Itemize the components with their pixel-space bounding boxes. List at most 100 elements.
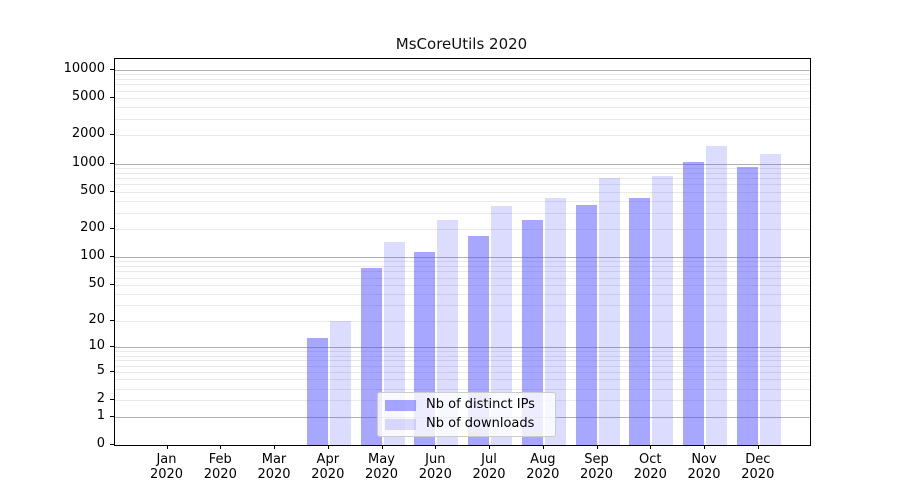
x-tick-mark [650, 445, 652, 449]
minor-gridline [115, 360, 810, 362]
legend-item-distinct-ips: Nb of distinct IPs [385, 397, 548, 413]
y-tick-mark [110, 162, 114, 164]
minor-gridline [115, 261, 810, 263]
major-gridline [115, 347, 810, 349]
y-tick-label: 100 [80, 248, 105, 263]
minor-gridline [115, 191, 810, 193]
x-tick-label-jun: Jun 2020 [418, 452, 452, 482]
x-tick-label-sep: Sep 2020 [579, 452, 614, 482]
minor-gridline [115, 379, 810, 381]
bar-downloads-apr [329, 321, 351, 445]
bar-ips-sep [575, 205, 597, 445]
bar-ips-aug [521, 219, 543, 445]
y-tick-mark [110, 320, 114, 321]
bar-downloads-jun [437, 219, 459, 445]
x-tick-label-nov: Nov 2020 [687, 452, 721, 482]
y-tick-label: 2000 [71, 126, 105, 142]
x-tick-label-dec: Dec 2020 [741, 452, 775, 482]
minor-gridline [115, 284, 810, 286]
y-tick-label: 10000 [63, 60, 105, 76]
x-tick-label-mar: Mar 2020 [257, 452, 291, 482]
y-tick-mark [110, 399, 114, 401]
x-tick-mark [704, 445, 705, 449]
x-tick-mark [757, 445, 759, 449]
x-tick-label-oct: Oct 2020 [633, 452, 667, 482]
minor-gridline [115, 98, 810, 99]
minor-gridline [115, 118, 810, 120]
minor-gridline [115, 184, 810, 186]
minor-gridline [115, 84, 810, 86]
bar-ips-dec [736, 167, 758, 445]
y-tick-mark [110, 97, 114, 98]
y-tick-label: 1 [96, 407, 105, 423]
x-tick-mark [542, 445, 544, 449]
bar-downloads-aug [544, 198, 566, 445]
minor-gridline [115, 351, 810, 353]
minor-gridline [115, 167, 810, 169]
y-tick-mark [110, 371, 114, 372]
x-tick-label-aug: Aug 2020 [526, 452, 560, 482]
minor-gridline [115, 365, 810, 367]
y-tick-label: 20 [88, 312, 105, 327]
y-tick-label: 2 [96, 391, 105, 407]
y-tick-mark [110, 444, 114, 445]
legend-swatch-downloads [385, 418, 416, 430]
minor-gridline [115, 107, 810, 109]
x-tick-label-jan: Jan 2020 [149, 452, 184, 482]
bar-downloads-oct [652, 175, 674, 445]
minor-gridline [115, 321, 810, 322]
y-tick-mark [110, 346, 114, 348]
minor-gridline [115, 90, 810, 92]
x-tick-label-feb: Feb 2020 [203, 452, 237, 482]
y-tick-label: 10 [88, 338, 105, 354]
bar-ips-may [360, 268, 382, 445]
x-tick-mark [220, 445, 222, 449]
bar-ips-apr [306, 337, 328, 445]
minor-gridline [115, 229, 810, 230]
y-tick-label: 500 [80, 182, 105, 198]
minor-gridline [115, 266, 810, 267]
minor-gridline [115, 372, 810, 373]
y-tick-mark [110, 134, 114, 136]
x-tick-mark [327, 445, 329, 449]
minor-gridline [115, 388, 810, 390]
x-tick-mark [435, 445, 437, 449]
major-gridline [115, 69, 810, 71]
minor-gridline [115, 135, 810, 137]
y-tick-label: 0 [96, 436, 105, 451]
x-tick-mark [381, 445, 383, 449]
bar-downloads-nov [706, 145, 727, 445]
x-tick-mark [596, 445, 598, 449]
y-tick-label: 200 [80, 220, 105, 235]
y-tick-label: 5 [96, 363, 105, 378]
minor-gridline [115, 200, 810, 202]
x-tick-label-may: May 2020 [364, 452, 399, 482]
minor-gridline [115, 355, 810, 357]
major-gridline [115, 257, 810, 258]
y-tick-label: 5000 [71, 89, 105, 104]
minor-gridline [115, 212, 810, 214]
minor-gridline [115, 277, 810, 279]
y-tick-mark [110, 190, 114, 192]
x-tick-label-jul: Jul 2020 [472, 452, 506, 482]
minor-gridline [115, 178, 810, 180]
legend: Nb of distinct IPs Nb of downloads [377, 392, 556, 437]
y-tick-mark [110, 415, 114, 417]
x-tick-mark [489, 445, 490, 449]
minor-gridline [115, 172, 810, 174]
plot-area [114, 58, 811, 446]
minor-gridline [115, 293, 810, 295]
bar-ips-oct [629, 197, 651, 445]
bar-downloads-dec [759, 153, 781, 445]
minor-gridline [115, 74, 810, 76]
x-tick-mark [274, 445, 275, 449]
y-tick-mark [110, 283, 114, 285]
legend-swatch-distinct-ips [385, 399, 416, 411]
minor-gridline [115, 271, 810, 273]
y-tick-mark [110, 68, 114, 70]
legend-label-distinct-ips: Nb of distinct IPs [426, 397, 535, 412]
y-tick-mark [110, 256, 114, 257]
x-tick-label-apr: Apr 2020 [311, 452, 345, 482]
bar-downloads-sep [598, 177, 620, 445]
